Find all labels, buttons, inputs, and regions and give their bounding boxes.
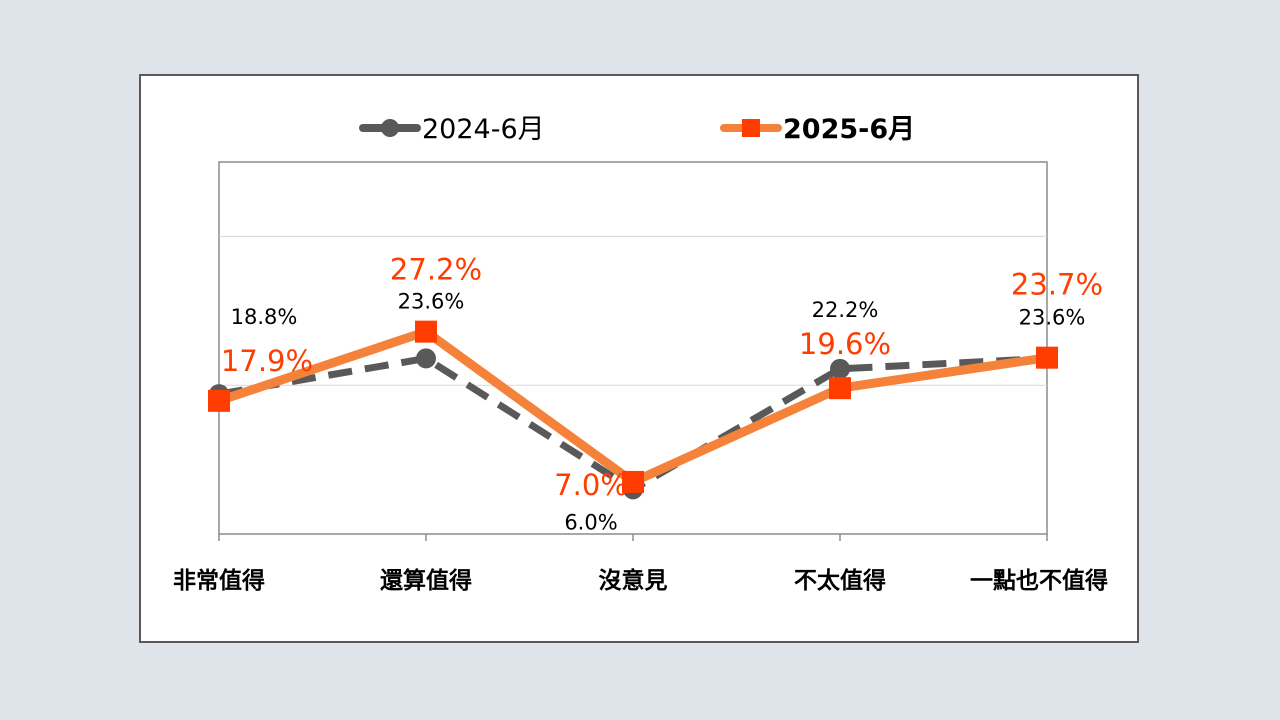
marker-2025 (1036, 346, 1058, 369)
marker-2025 (829, 377, 851, 400)
series-markers-2025 (208, 320, 1058, 493)
gridlines (219, 235, 1047, 386)
data-label-2024: 18.8% (231, 305, 298, 329)
legend-label-2025: 2025-6月 (783, 114, 915, 145)
marker-2025 (415, 320, 437, 343)
category-label: 非常值得 (173, 567, 265, 594)
data-label-2024: 22.2% (812, 298, 879, 322)
legend: 2024-6月 2025-6月 (359, 114, 915, 145)
data-label-2024: 23.6% (398, 289, 465, 313)
legend-label-2024: 2024-6月 (422, 114, 545, 145)
marker-2024 (416, 348, 436, 369)
line-chart: 2024-6月 2025-6月 18.8% 23.6% 6.0% 22.2% 23.6%… (173, 114, 1108, 594)
category-label: 一點也不值得 (970, 567, 1108, 594)
data-label-2025: 17.9% (221, 344, 313, 378)
data-labels-2025: 17.9% 27.2% 7.0% 19.6% 23.7% (221, 253, 1103, 502)
marker-2024 (830, 358, 850, 379)
data-label-2024: 6.0% (564, 510, 617, 534)
chart-card: 2024-6月 2025-6月 18.8% 23.6% 6.0% 22.2% 23.6%… (139, 74, 1139, 643)
x-axis-labels: 非常值得 還算值得 沒意見 不太值得 一點也不值得 (173, 567, 1108, 594)
category-label: 沒意見 (599, 567, 668, 594)
series-line-2025 (217, 327, 1048, 487)
x-axis-ticks (218, 534, 1048, 541)
data-label-2024: 23.6% (1019, 305, 1086, 329)
marker-2025 (622, 470, 644, 493)
legend-item-2024: 2024-6月 (359, 114, 545, 145)
category-label: 還算值得 (380, 567, 472, 594)
data-label-2025: 7.0% (554, 468, 628, 502)
legend-item-2025: 2025-6月 (720, 114, 915, 145)
data-label-2025: 19.6% (799, 327, 891, 361)
data-label-2025: 27.2% (390, 253, 482, 287)
data-labels-2024: 18.8% 23.6% 6.0% 22.2% 23.6% (231, 289, 1086, 534)
data-label-2025: 23.7% (1011, 268, 1103, 302)
marker-2025 (208, 389, 230, 412)
category-label: 不太值得 (794, 567, 886, 594)
